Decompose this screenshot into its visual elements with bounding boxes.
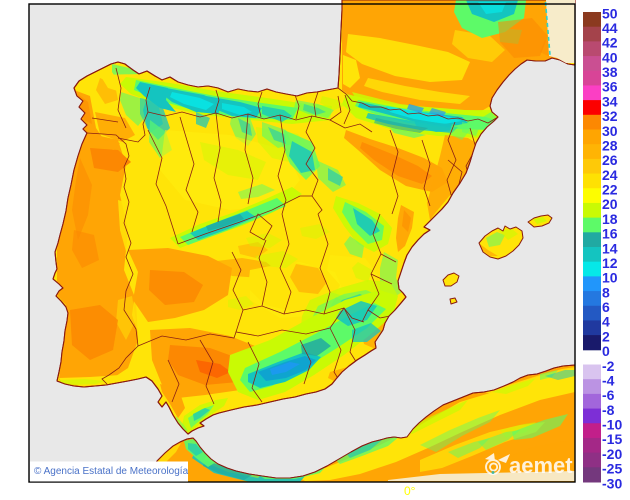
- svg-text:18: 18: [602, 211, 618, 227]
- svg-text:4: 4: [602, 314, 610, 330]
- svg-text:42: 42: [602, 35, 618, 51]
- svg-text:2: 2: [602, 328, 610, 344]
- svg-text:14: 14: [602, 240, 618, 256]
- svg-text:10: 10: [602, 270, 618, 286]
- svg-text:32: 32: [602, 108, 618, 124]
- svg-text:50: 50: [602, 5, 618, 21]
- svg-text:26: 26: [602, 152, 618, 168]
- svg-text:24: 24: [602, 167, 618, 183]
- svg-text:-2: -2: [602, 358, 615, 374]
- svg-text:28: 28: [602, 138, 618, 154]
- svg-text:-4: -4: [602, 373, 615, 389]
- svg-text:8: 8: [602, 284, 610, 300]
- svg-text:34: 34: [602, 93, 618, 109]
- svg-text:40: 40: [602, 49, 618, 65]
- svg-text:16: 16: [602, 226, 618, 242]
- svg-text:20: 20: [602, 196, 618, 212]
- svg-text:-15: -15: [602, 431, 622, 447]
- svg-text:38: 38: [602, 64, 618, 80]
- svg-text:-8: -8: [602, 402, 615, 418]
- svg-text:44: 44: [602, 20, 618, 36]
- svg-text:© Agencia Estatal de Meteorolo: © Agencia Estatal de Meteorología: [34, 466, 189, 477]
- svg-text:aemet: aemet: [509, 453, 573, 478]
- svg-text:-20: -20: [602, 446, 622, 462]
- svg-text:0: 0: [602, 343, 610, 359]
- svg-text:-25: -25: [602, 461, 622, 477]
- svg-text:30: 30: [602, 123, 618, 139]
- svg-text:12: 12: [602, 255, 618, 271]
- svg-text:0°: 0°: [404, 484, 416, 498]
- svg-text:-10: -10: [602, 417, 622, 433]
- svg-text:-30: -30: [602, 475, 622, 491]
- svg-text:-6: -6: [602, 387, 615, 403]
- svg-text:36: 36: [602, 79, 618, 95]
- svg-text:22: 22: [602, 182, 618, 198]
- svg-text:6: 6: [602, 299, 610, 315]
